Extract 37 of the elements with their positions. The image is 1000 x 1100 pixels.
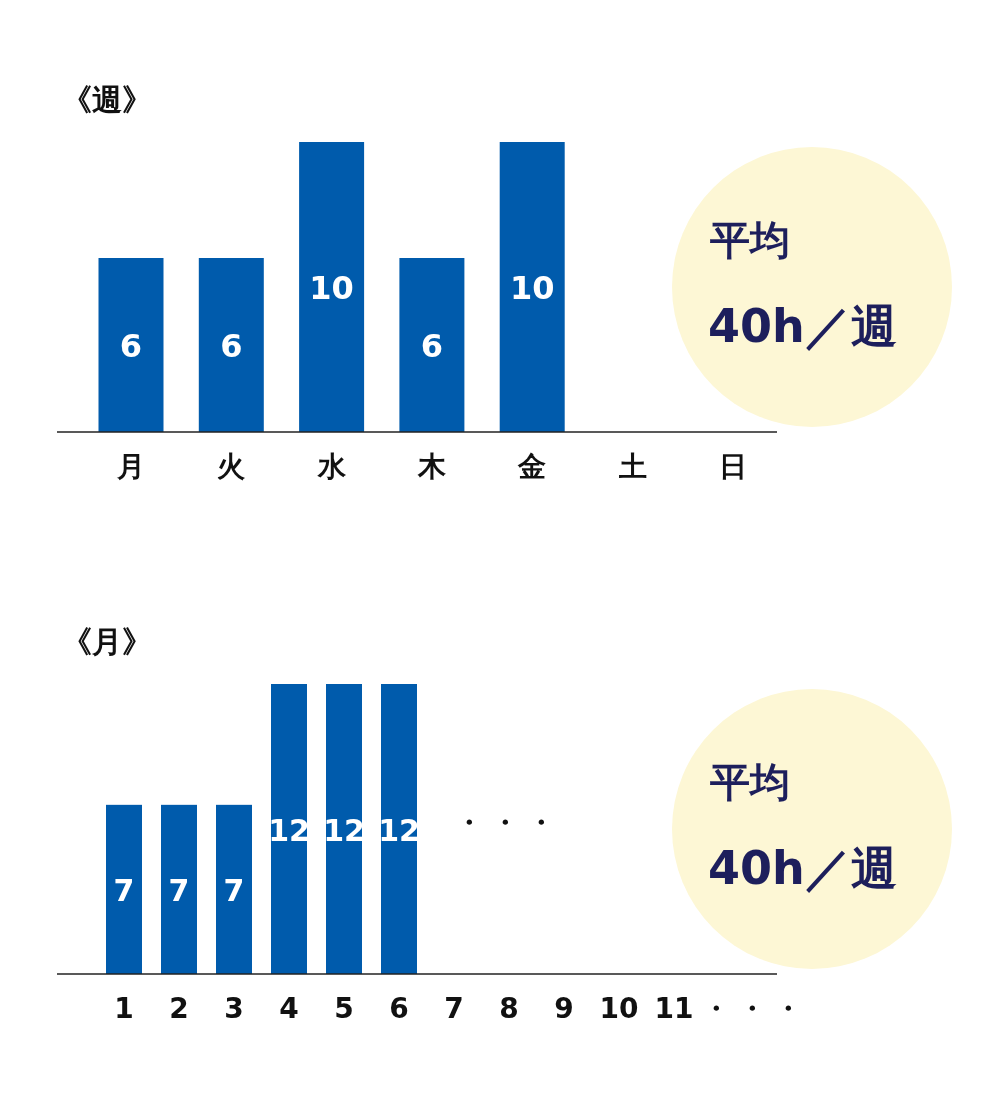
text: 40h／週	[708, 841, 897, 895]
x-tick-label: 金	[517, 450, 547, 483]
x-tick-label: 9	[554, 992, 574, 1025]
x-tick-label: 土	[617, 450, 647, 483]
data-label: 7	[168, 873, 190, 909]
x-tick-label: 10	[599, 992, 639, 1025]
x-tick-label: 木	[416, 450, 447, 483]
data-label: 6	[119, 327, 143, 365]
x-tick-label: 8	[499, 992, 519, 1025]
data-label: 12	[268, 813, 310, 848]
text: ・・・	[702, 992, 810, 1025]
annotation: 平均	[709, 217, 790, 263]
chart-title: 《月》	[62, 624, 152, 659]
data-label: 10	[509, 269, 555, 307]
x-tick-label: 2	[169, 992, 189, 1025]
data-label: 12	[323, 813, 365, 848]
x-tick-label: 3	[224, 992, 244, 1025]
x-tick-label: 5	[334, 992, 354, 1025]
x-tick-label: 1	[114, 992, 134, 1025]
x-tick-label: 4	[279, 992, 299, 1025]
annotation: ・・・	[455, 806, 563, 839]
x-tick-label: 火	[217, 450, 247, 483]
x-tick-label: 日	[718, 450, 747, 483]
annotation: 40h／週	[708, 299, 897, 353]
data-label: 10	[309, 269, 354, 307]
x-tick-label: 11	[654, 992, 694, 1025]
x-tick-label: 7	[444, 992, 464, 1025]
text: 平均	[709, 759, 790, 805]
x-tick-label: 水	[316, 450, 347, 483]
x-tick-label: 月	[116, 450, 145, 483]
data-label: 12	[378, 813, 420, 848]
data-label: 6	[420, 327, 444, 365]
x-tick-label: 6	[389, 992, 409, 1025]
data-label: 7	[113, 873, 135, 909]
chart-title: 《週》	[62, 82, 152, 117]
data-label: 6	[220, 327, 243, 365]
data-label: 7	[223, 873, 245, 909]
